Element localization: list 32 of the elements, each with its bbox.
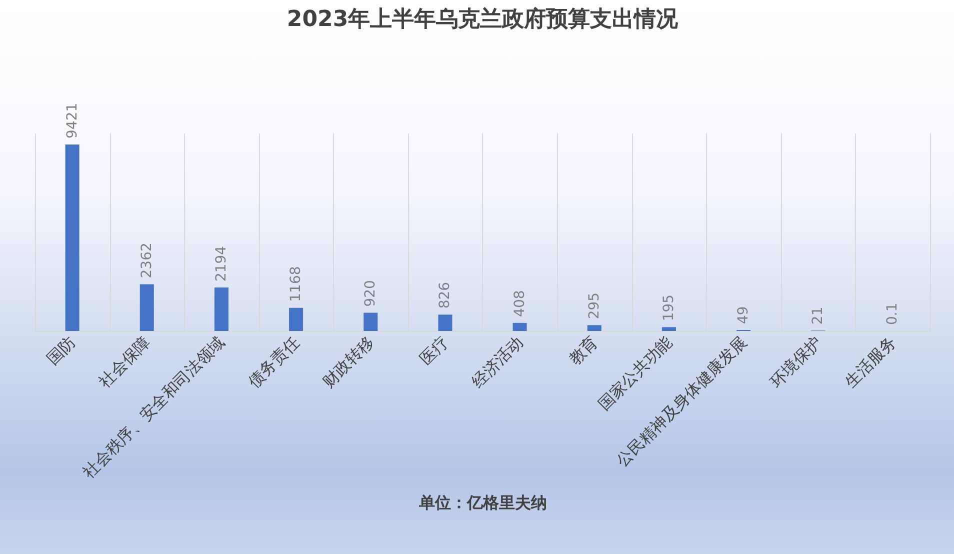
bar — [214, 288, 228, 331]
bar — [438, 314, 452, 331]
data-label: 1168 — [288, 266, 304, 302]
data-label: 49 — [736, 306, 752, 324]
x-tick-label: 环境保护 — [766, 332, 825, 392]
x-tick-label: 医疗 — [416, 332, 452, 368]
bar — [364, 312, 378, 331]
bar — [65, 144, 80, 331]
bar — [289, 308, 304, 331]
data-label: 195 — [660, 294, 677, 322]
data-label: 21 — [810, 306, 826, 325]
data-label: 295 — [586, 292, 602, 320]
chart-title: 2023年上半年乌克兰政府预算支出情况 — [286, 6, 680, 32]
bar — [512, 322, 527, 331]
bar — [587, 325, 602, 331]
bar — [662, 327, 676, 331]
data-label: 408 — [512, 290, 528, 317]
data-label: 2194 — [213, 246, 230, 282]
data-label: 826 — [437, 282, 454, 309]
bar — [140, 284, 154, 331]
x-tick-label: 社会保障 — [95, 332, 154, 392]
x-tick-label: 生活服务 — [840, 332, 900, 392]
data-label: 920 — [362, 280, 379, 307]
x-tick-label: 债务责任 — [244, 332, 303, 392]
data-label: 2362 — [138, 242, 155, 278]
data-label: 9421 — [64, 102, 80, 138]
x-tick-label: 教育 — [565, 332, 602, 368]
data-label: 0.1 — [884, 302, 901, 325]
x-axis-title: 单位：亿格里夫纳 — [418, 492, 547, 512]
x-tick-label: 财政转移 — [318, 332, 378, 392]
x-tick-label: 国防 — [43, 332, 80, 368]
x-tick-label: 经济活动 — [468, 332, 527, 392]
